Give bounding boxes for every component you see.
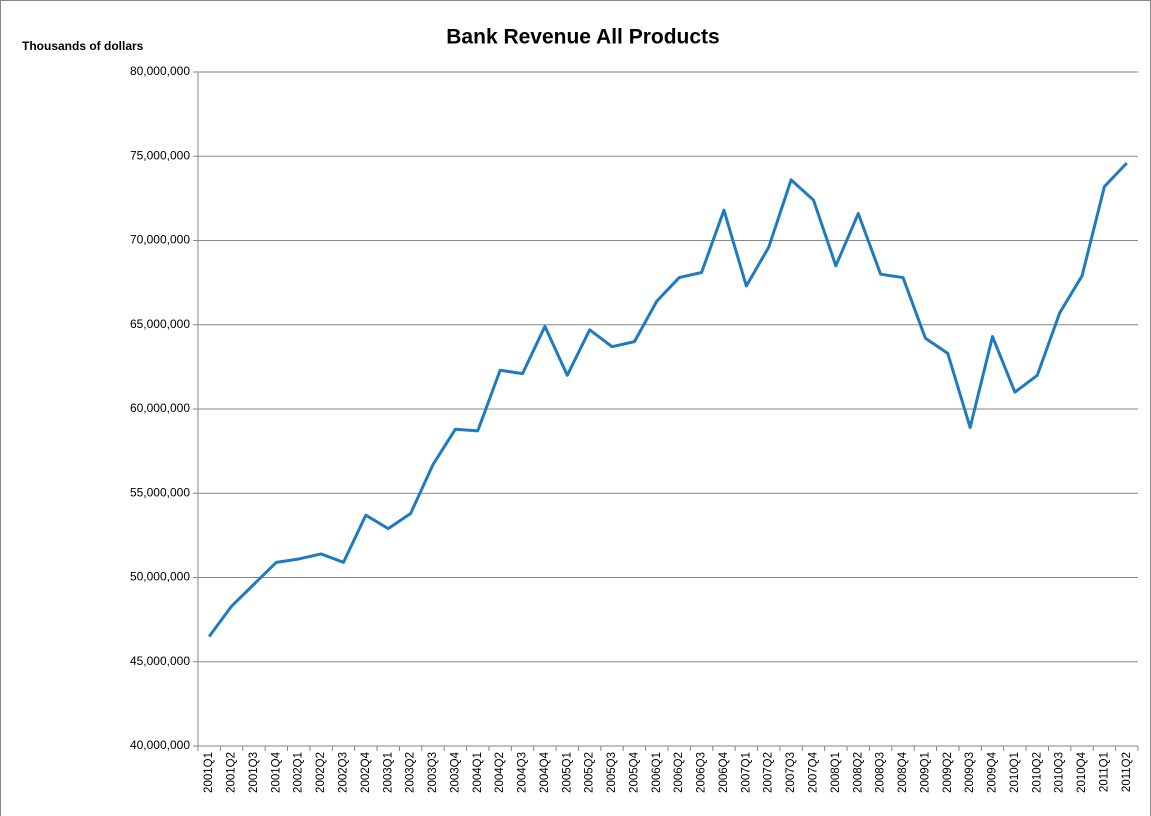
y-tick-label: 50,000,000	[130, 570, 190, 584]
x-tick-label: 2008Q1	[830, 752, 842, 793]
x-tick-label: 2002Q1	[293, 752, 305, 793]
x-tick-label: 2001Q4	[270, 751, 282, 793]
x-tick-label: 2004Q4	[539, 751, 551, 793]
x-tick-label: 2011Q2	[1121, 752, 1133, 792]
y-tick-label: 45,000,000	[130, 654, 190, 668]
x-tick-label: 2009Q1	[919, 752, 931, 793]
y-tick-label: 40,000,000	[130, 738, 190, 752]
x-tick-label: 2001Q1	[203, 752, 215, 793]
y-tick-label: 70,000,000	[130, 233, 190, 247]
x-tick-label: 2005Q1	[561, 752, 573, 793]
y-tick-label: 55,000,000	[130, 485, 190, 499]
x-tick-label: 2010Q1	[1009, 752, 1021, 793]
y-axis-label: Thousands of dollars	[22, 39, 144, 53]
x-tick-label: 2007Q3	[785, 752, 797, 793]
x-tick-label: 2010Q4	[1076, 751, 1088, 793]
x-tick-label: 2003Q2	[405, 752, 417, 793]
x-tick-label: 2002Q2	[315, 752, 327, 793]
y-tick-label: 65,000,000	[130, 317, 190, 331]
x-tick-label: 2005Q3	[606, 752, 618, 793]
x-tick-label: 2003Q3	[427, 752, 439, 793]
x-tick-label: 2002Q3	[338, 752, 350, 793]
x-tick-label: 2009Q3	[964, 752, 976, 793]
x-tick-label: 2004Q3	[517, 752, 529, 793]
x-tick-label: 2006Q2	[673, 752, 685, 793]
x-tick-label: 2011Q1	[1098, 752, 1110, 792]
y-tick-label: 75,000,000	[130, 148, 190, 162]
x-tick-label: 2008Q3	[875, 752, 887, 793]
x-tick-label: 2006Q4	[718, 751, 730, 793]
y-tick-label: 80,000,000	[130, 64, 190, 78]
x-tick-label: 2002Q4	[360, 751, 372, 793]
x-tick-label: 2005Q2	[584, 752, 596, 793]
x-tick-label: 2005Q4	[628, 751, 640, 793]
x-tick-label: 2007Q4	[808, 751, 820, 793]
x-tick-label: 2003Q1	[382, 752, 394, 793]
x-tick-label: 2004Q2	[494, 752, 506, 793]
x-tick-label: 2010Q2	[1031, 752, 1043, 793]
x-tick-label: 2001Q3	[248, 752, 260, 793]
x-tick-label: 2010Q3	[1054, 752, 1066, 793]
chart-title: Bank Revenue All Products	[446, 26, 719, 49]
x-tick-label: 2004Q1	[472, 752, 484, 793]
y-tick-label: 60,000,000	[130, 401, 190, 415]
x-tick-label: 2006Q3	[696, 752, 708, 793]
data-line	[207, 161, 1128, 638]
x-tick-label: 2009Q4	[987, 751, 999, 793]
x-tick-label: 2001Q2	[226, 752, 238, 793]
x-tick-label: 2007Q1	[740, 752, 752, 793]
x-tick-label: 2008Q4	[897, 751, 909, 793]
x-tick-label: 2006Q1	[651, 752, 663, 793]
x-tick-label: 2003Q4	[449, 751, 461, 793]
x-tick-label: 2008Q2	[852, 752, 864, 793]
x-tick-label: 2009Q2	[942, 752, 954, 793]
x-tick-label: 2007Q2	[763, 752, 775, 793]
